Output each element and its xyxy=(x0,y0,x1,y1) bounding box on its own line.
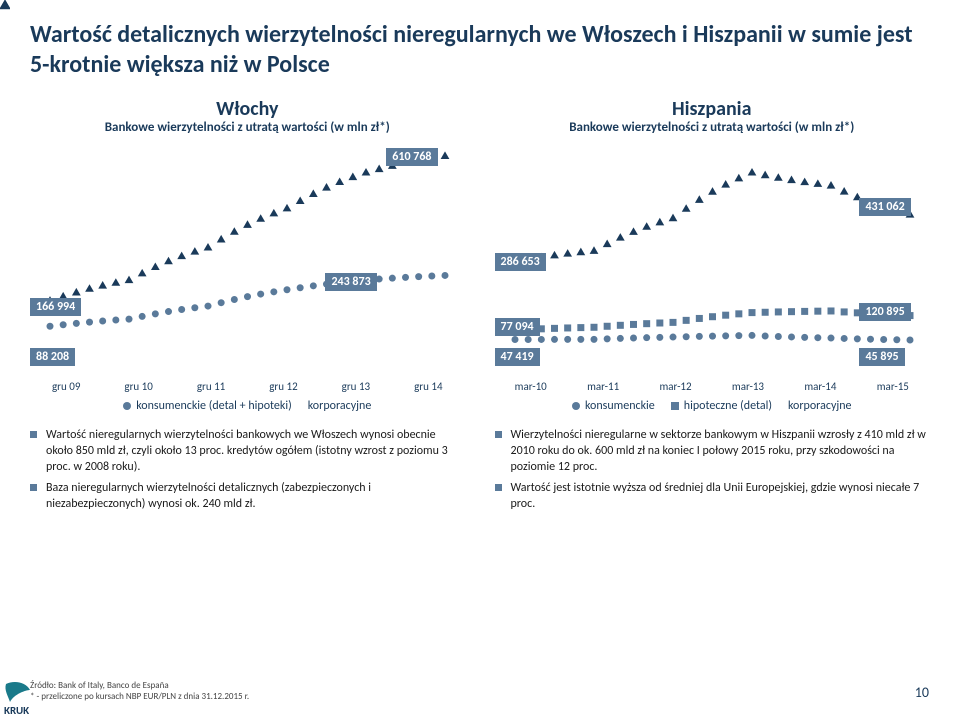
right-legend: konsumenckie hipoteczne (detal) korporacyj… xyxy=(495,399,930,413)
x-tick: mar-12 xyxy=(639,380,711,393)
value-badge: 610 768 xyxy=(386,148,437,166)
page-title: Wartość detalicznych wierzytelności nier… xyxy=(30,20,929,80)
legend-item: konsumenckie (detal + hipoteki) xyxy=(123,399,292,413)
footer: KRUK Źródło: Bank of Italy, Banco de Esp… xyxy=(0,680,959,703)
x-tick: gru 14 xyxy=(392,380,464,393)
right-bullets: Wierzytelności nieregularne w sektorze b… xyxy=(495,427,930,516)
legend-label: hipoteczne (detal) xyxy=(684,399,772,413)
source-line1: Źródło: Bank of Italy, Banco de España xyxy=(30,680,249,692)
x-tick: mar-15 xyxy=(857,380,929,393)
bullet-item: Baza nieregularnych wierzytelności detal… xyxy=(30,480,465,512)
left-legend: konsumenckie (detal + hipoteki) korporacy… xyxy=(30,399,465,413)
x-tick: mar-14 xyxy=(784,380,856,393)
legend-label: korporacyjne xyxy=(308,399,372,413)
left-chart: gru 09gru 10gru 11gru 12gru 13gru 14 610 … xyxy=(30,143,465,393)
left-column: Włochy Bankowe wierzytelności z utratą w… xyxy=(30,98,465,528)
left-subheading: Bankowe wierzytelności z utratą wartości… xyxy=(30,120,465,135)
bullet-item: Wartość nieregularnych wierzytelności ba… xyxy=(30,427,465,476)
x-tick: gru 10 xyxy=(102,380,174,393)
page-number: 10 xyxy=(915,684,929,701)
right-chart: mar-10mar-11mar-12mar-13mar-14mar-15 431 … xyxy=(495,143,930,393)
legend-item: korporacyjne xyxy=(788,399,852,413)
value-badge: 47 419 xyxy=(495,348,540,366)
legend-label: konsumenckie (detal + hipoteki) xyxy=(136,399,292,413)
x-tick: gru 11 xyxy=(175,380,247,393)
x-tick: mar-13 xyxy=(712,380,784,393)
value-badge: 431 062 xyxy=(859,198,910,216)
value-badge: 45 895 xyxy=(859,348,904,366)
left-bullets: Wartość nieregularnych wierzytelności ba… xyxy=(30,427,465,516)
x-axis: mar-10mar-11mar-12mar-13mar-14mar-15 xyxy=(495,380,930,393)
bullet-item: Wartość jest istotnie wyższa od średniej… xyxy=(495,480,930,512)
source-text: Źródło: Bank of Italy, Banco de España *… xyxy=(30,680,249,703)
value-badge: 243 873 xyxy=(325,273,376,291)
legend-item: hipoteczne (detal) xyxy=(671,399,772,413)
legend-item: konsumenckie xyxy=(572,399,655,413)
value-badge: 166 994 xyxy=(30,298,81,316)
right-heading: Hiszpania xyxy=(495,98,930,120)
right-column: Hiszpania Bankowe wierzytelności z utrat… xyxy=(495,98,930,528)
legend-label: korporacyjne xyxy=(788,399,852,413)
source-line2: * - przeliczone po kursach NBP EUR/PLN z… xyxy=(30,691,249,703)
svg-text:KRUK: KRUK xyxy=(4,704,29,716)
bullet-item: Wierzytelności nieregularne w sektorze b… xyxy=(495,427,930,476)
value-badge: 286 653 xyxy=(495,253,546,271)
x-tick: mar-10 xyxy=(495,380,567,393)
value-badge: 88 208 xyxy=(30,348,75,366)
x-tick: gru 12 xyxy=(247,380,319,393)
x-tick: gru 13 xyxy=(320,380,392,393)
x-tick: gru 09 xyxy=(30,380,102,393)
x-tick: mar-11 xyxy=(567,380,639,393)
value-badge: 77 094 xyxy=(495,318,540,336)
value-badge: 120 895 xyxy=(859,303,910,321)
left-heading: Włochy xyxy=(30,98,465,120)
right-subheading: Bankowe wierzytelności z utratą wartości… xyxy=(495,120,930,135)
legend-label: konsumenckie xyxy=(585,399,655,413)
x-axis: gru 09gru 10gru 11gru 12gru 13gru 14 xyxy=(30,380,465,393)
legend-item: korporacyjne xyxy=(308,399,372,413)
